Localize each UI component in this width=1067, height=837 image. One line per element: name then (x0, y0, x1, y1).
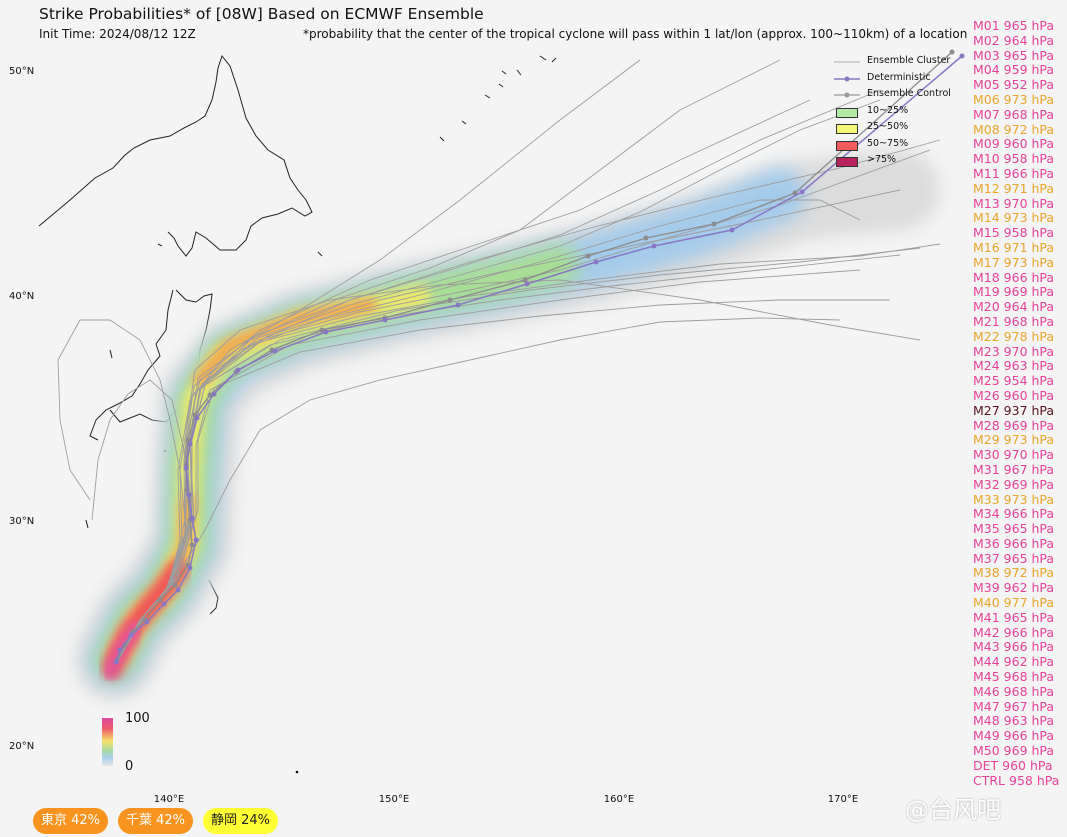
member-pressure-entry: M01 965 hPa (973, 18, 1055, 33)
city-chip-chiba: 千葉 42% (118, 808, 194, 834)
color-swatch (836, 140, 858, 151)
latitude-label: 50°N (9, 66, 35, 77)
member-pressure-entry: M18 966 hPa (973, 269, 1055, 285)
member-pressure-entry: M33 973 hPa (973, 491, 1055, 507)
member-pressure-entry: M11 966 hPa (973, 165, 1055, 181)
member-pressure-entry: M47 967 hPa (973, 698, 1055, 714)
member-pressure-entry: M09 960 hPa (973, 136, 1055, 152)
member-pressure-entry: M12 971 hPa (973, 180, 1055, 196)
member-pressure-entry: M22 978 hPa (973, 328, 1055, 344)
member-pressure-entry: M20 964 hPa (973, 299, 1055, 315)
member-pressure-entry: M49 966 hPa (973, 728, 1055, 744)
member-pressure-entry: M28 969 hPa (973, 417, 1055, 433)
member-pressure-entry: M03 965 hPa (973, 47, 1055, 63)
member-pressure-entry: M21 968 hPa (973, 313, 1055, 329)
member-pressure-entry: M23 970 hPa (973, 343, 1055, 359)
member-pressure-entry: M08 972 hPa (973, 121, 1055, 137)
longitude-label: 170°E (827, 794, 859, 805)
probability-colorbar (102, 718, 113, 766)
ensemble-control-track (114, 49, 955, 663)
member-pressure-entry: M39 962 hPa (973, 580, 1055, 596)
member-pressure-entry: M38 972 hPa (973, 565, 1055, 581)
member-pressure-entry: DET 960 hPa (973, 757, 1053, 773)
member-pressure-entry: M30 970 hPa (973, 447, 1055, 463)
member-pressure-entry: M40 977 hPa (973, 595, 1055, 611)
member-pressure-entry: M29 973 hPa (973, 432, 1055, 448)
member-pressure-entry: M07 968 hPa (973, 106, 1055, 122)
island-dot (295, 770, 299, 774)
chart-title: Strike Probabilities* of [08W] Based on … (39, 5, 484, 23)
member-pressure-entry: CTRL 958 hPa (973, 772, 1060, 788)
color-swatch (836, 157, 858, 167)
city-chip-shizuoka: 静岡 24% (203, 808, 279, 834)
member-pressure-entry: M36 966 hPa (973, 535, 1055, 551)
member-pressure-entry: M45 968 hPa (973, 669, 1055, 685)
member-pressure-entry: M34 966 hPa (973, 506, 1055, 522)
dotted-line-icon (834, 92, 860, 98)
member-pressure-entry: M25 954 hPa (973, 373, 1055, 389)
latitude-label: 40°N (9, 291, 35, 302)
member-pressure-entry: M41 965 hPa (973, 609, 1055, 625)
member-pressure-entry: M43 966 hPa (973, 639, 1055, 655)
watermark: @台风吧 (905, 796, 1001, 824)
latitude-label: 30°N (9, 516, 35, 527)
member-pressure-entry: M42 966 hPa (973, 624, 1055, 640)
longitude-label: 150°E (378, 794, 410, 805)
colorbar-max-label: 100 (125, 711, 150, 726)
member-pressure-entry: M31 967 hPa (973, 461, 1055, 477)
color-swatch (836, 124, 858, 134)
dotted-line-icon (834, 76, 860, 81)
member-pressure-entry: M04 959 hPa (973, 62, 1055, 78)
city-chip-tokyo: 東京 42% (33, 808, 109, 834)
probability-footnote: *probability that the center of the trop… (303, 27, 968, 41)
member-pressure-entry: M44 962 hPa (973, 654, 1055, 670)
member-pressure-entry: M14 973 hPa (973, 210, 1055, 226)
line-icon (834, 61, 860, 63)
member-pressure-entry: M26 960 hPa (973, 387, 1055, 403)
member-pressure-entry: M37 965 hPa (973, 550, 1055, 566)
member-pressure-entry: M10 958 hPa (973, 151, 1055, 167)
member-pressure-entry: M35 965 hPa (973, 521, 1055, 537)
member-pressure-entry: M05 952 hPa (973, 77, 1055, 93)
member-pressure-entry: M24 963 hPa (973, 358, 1055, 374)
member-pressure-entry: M06 973 hPa (973, 91, 1055, 107)
color-swatch (836, 107, 858, 118)
member-pressure-entry: M27 937 hPa (973, 402, 1055, 418)
longitude-label: 140°E (153, 794, 185, 805)
member-pressure-entry: M32 969 hPa (973, 476, 1055, 492)
member-pressure-entry: M02 964 hPa (973, 32, 1055, 48)
longitude-label: 160°E (603, 794, 635, 805)
member-pressure-entry: M46 968 hPa (973, 683, 1055, 699)
member-pressure-entry: M17 973 hPa (973, 254, 1055, 270)
ensemble-member-pressure-list: M01 965 hPa M02 964 hPa M03 965 hPa M04 959… (973, 18, 1060, 788)
ensemble-cluster-tracks (57, 59, 941, 661)
member-pressure-entry: M19 969 hPa (973, 284, 1055, 300)
member-pressure-entry: M16 971 hPa (973, 239, 1055, 255)
deterministic-track (113, 53, 965, 665)
member-pressure-entry: M50 969 hPa (973, 743, 1055, 759)
member-pressure-entry: M48 963 hPa (973, 713, 1055, 729)
member-pressure-entry: M13 970 hPa (973, 195, 1055, 211)
member-pressure-entry: M15 958 hPa (973, 225, 1055, 241)
latitude-label: 20°N (9, 741, 35, 752)
init-time: Init Time: 2024/08/12 12Z (39, 27, 196, 41)
colorbar-min-label: 0 (125, 759, 134, 774)
